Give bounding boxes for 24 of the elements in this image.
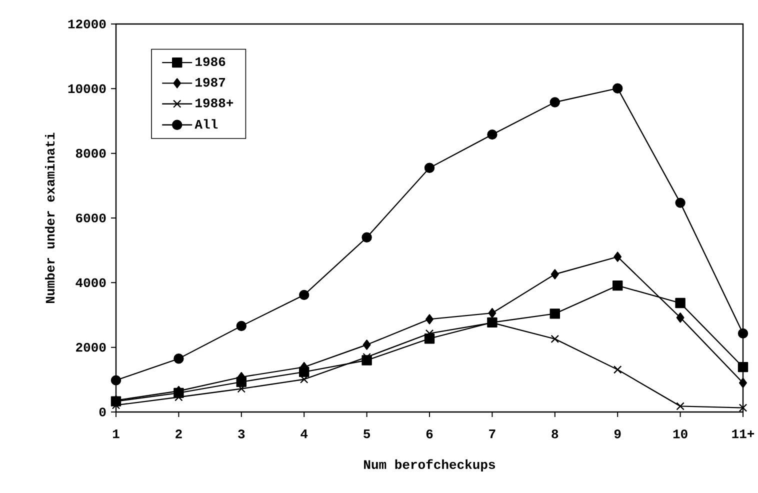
x-tick-label: 8: [552, 430, 558, 438]
x-tick-label: 5: [364, 430, 370, 438]
x-axis-title: Num berofcheckups: [364, 459, 495, 472]
y-tick-label: 8000: [76, 148, 106, 158]
x-tick-label: 7: [489, 430, 496, 438]
x-tick-label: 2: [176, 430, 182, 438]
x-tick-label: 4: [300, 430, 308, 438]
y-tick-label: 4000: [76, 278, 106, 288]
y-axis-title: Number under examinati: [45, 132, 55, 303]
x-tick-label: 9: [614, 430, 621, 438]
y-tick-label: 0: [99, 408, 106, 416]
legend-label: 1987: [196, 78, 226, 87]
x-tick-label: 3: [238, 430, 245, 438]
x-tick-label: 10: [673, 430, 688, 438]
y-tick-label: 2000: [76, 342, 106, 352]
legend-label: 1986: [196, 57, 226, 66]
legend-label: 1988+: [196, 98, 234, 108]
legend-label: All: [194, 119, 218, 129]
x-tick-label: 1: [112, 430, 120, 438]
y-tick-label: 12000: [68, 20, 106, 28]
y-tick-label: 6000: [76, 214, 106, 222]
x-tick-label: 6: [426, 430, 433, 438]
x-tick-label: 11+: [732, 430, 754, 438]
y-tick-label: 10000: [68, 84, 106, 94]
